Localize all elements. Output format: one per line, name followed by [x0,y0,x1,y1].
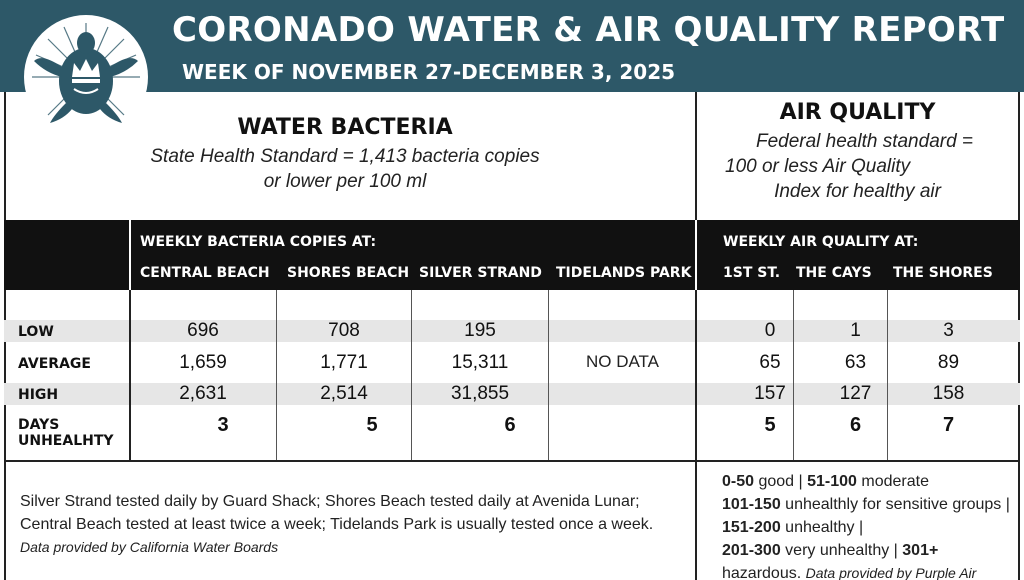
water-testing-note: Silver Strand tested daily by Guard Shac… [20,490,680,559]
air-standard-line-2: 100 or less Air Quality [725,156,911,177]
header-divider [695,220,697,290]
air-standard-line-3: Index for healthy air [774,181,941,202]
cell-average-silver-strand: 15,311 [451,352,509,373]
cell-low-central-beach: 696 [187,320,219,341]
row-label-low: LOW [18,324,54,340]
column-divider [548,290,549,460]
aqi-label-good: good | [754,473,808,490]
row-band-high [4,383,1020,405]
aqi-range-sensitive: 101-150 [722,496,781,513]
water-group-header: WEEKLY BACTERIA COPIES AT: [140,234,377,250]
aqi-label-sensitive: unhealthly for sensitive groups | [780,496,1010,513]
col-header-shores-beach: SHORES BEACH [287,265,410,281]
water-standard: State Health Standard = 1,413 bacteria c… [150,144,540,194]
cell-high-shores-beach: 2,514 [320,383,368,404]
column-divider [887,290,888,460]
cell-average-the-shores: 89 [937,352,960,373]
cell-low-shores-beach: 708 [328,320,360,341]
water-bacteria-intro: WATER BACTERIA State Health Standard = 1… [150,115,540,194]
air-quality-intro: AIR QUALITY Federal health standard = 10… [697,100,1018,204]
column-divider [695,290,697,460]
water-testing-text: Silver Strand tested daily by Guard Shac… [20,493,654,533]
cell-days-1st-st: 5 [764,414,776,436]
cell-high-central-beach: 2,631 [179,383,227,404]
col-header-the-shores: THE SHORES [893,265,993,281]
aqi-legend: 0-50 good | 51-100 moderate 101-150 unhe… [722,470,1012,580]
cell-low-the-cays: 1 [850,320,861,341]
table-bottom-rule [4,460,1020,462]
aqi-label-hazardous: hazardous. [722,565,802,580]
cell-days-central-beach: 3 [217,414,229,436]
water-standard-line-2: or lower per 100 ml [263,171,427,192]
cell-high-silver-strand: 31,855 [450,383,510,404]
water-standard-line-1: State Health Standard = 1,413 bacteria c… [150,146,540,167]
col-header-the-cays: THE CAYS [796,265,872,281]
cell-high-the-shores: 158 [932,383,965,404]
col-header-central-beach: CENTRAL BEACH [140,265,270,281]
column-divider [276,290,277,460]
cell-days-the-shores: 7 [942,414,955,436]
col-header-tidelands-park: TIDELANDS PARK [556,265,692,281]
cell-days-shores-beach: 5 [366,414,378,436]
water-data-source: Data provided by California Water Boards [20,539,279,555]
row-label-high: HIGH [18,387,59,403]
cell-average-central-beach: 1,659 [179,352,227,373]
tidelands-no-data: NO DATA [585,352,660,371]
row-label-days-line-1: DAYS [18,417,60,433]
cell-average-shores-beach: 1,771 [320,352,368,373]
aqi-label-very-unhealthy: very unhealthy | [780,542,903,559]
air-standard-line-1: Federal health standard = [755,131,974,152]
cell-low-1st-st: 0 [764,320,776,341]
row-band-low [4,320,1020,342]
air-group-header: WEEKLY AIR QUALITY AT: [723,234,919,250]
cell-days-the-cays: 6 [849,414,862,436]
column-divider [793,290,794,460]
report-title: CORONADO WATER & AIR QUALITY REPORT [172,10,1005,50]
row-label-days-line-2: UNHEALHTY [18,433,114,449]
section-divider [695,92,697,220]
header-band [0,0,1024,92]
turtle-crown-logo-icon [24,15,148,139]
col-header-silver-strand: SILVER STRAND [419,265,542,281]
air-data-source: Data provided by Purple Air [805,565,977,580]
cell-low-the-shores: 3 [943,320,954,341]
air-heading: AIR QUALITY [779,100,936,125]
footer-divider [695,462,697,580]
aqi-label-moderate: moderate [856,473,929,490]
aqi-range-moderate: 51-100 [807,473,857,490]
aqi-range-very-unhealthy: 201-300 [722,542,781,559]
row-label-average: AVERAGE [18,356,91,372]
aqi-label-unhealthy: unhealthy | [780,519,864,536]
cell-high-1st-st: 157 [754,383,786,404]
cell-low-silver-strand: 195 [464,320,496,341]
aqi-range-good: 0-50 [722,473,755,490]
col-header-1st-st: 1ST ST. [723,265,781,281]
row-label-days-unhealthy: DAYS UNHEALHTY [18,417,114,449]
cell-average-the-cays: 63 [844,352,867,373]
header-divider [129,220,131,290]
column-divider [411,290,412,460]
report-subtitle: WEEK OF NOVEMBER 27-DECEMBER 3, 2025 [182,60,676,84]
aqi-range-hazardous: 301+ [902,542,939,559]
aqi-range-unhealthy: 151-200 [722,519,781,536]
cell-days-silver-strand: 6 [504,414,516,436]
cell-average-1st-st: 65 [759,352,781,373]
table-header [4,220,1020,290]
cell-high-the-cays: 127 [839,383,872,404]
air-standard: Federal health standard = 100 or less Ai… [697,129,1018,204]
column-divider [129,290,131,460]
water-heading: WATER BACTERIA [237,115,453,140]
